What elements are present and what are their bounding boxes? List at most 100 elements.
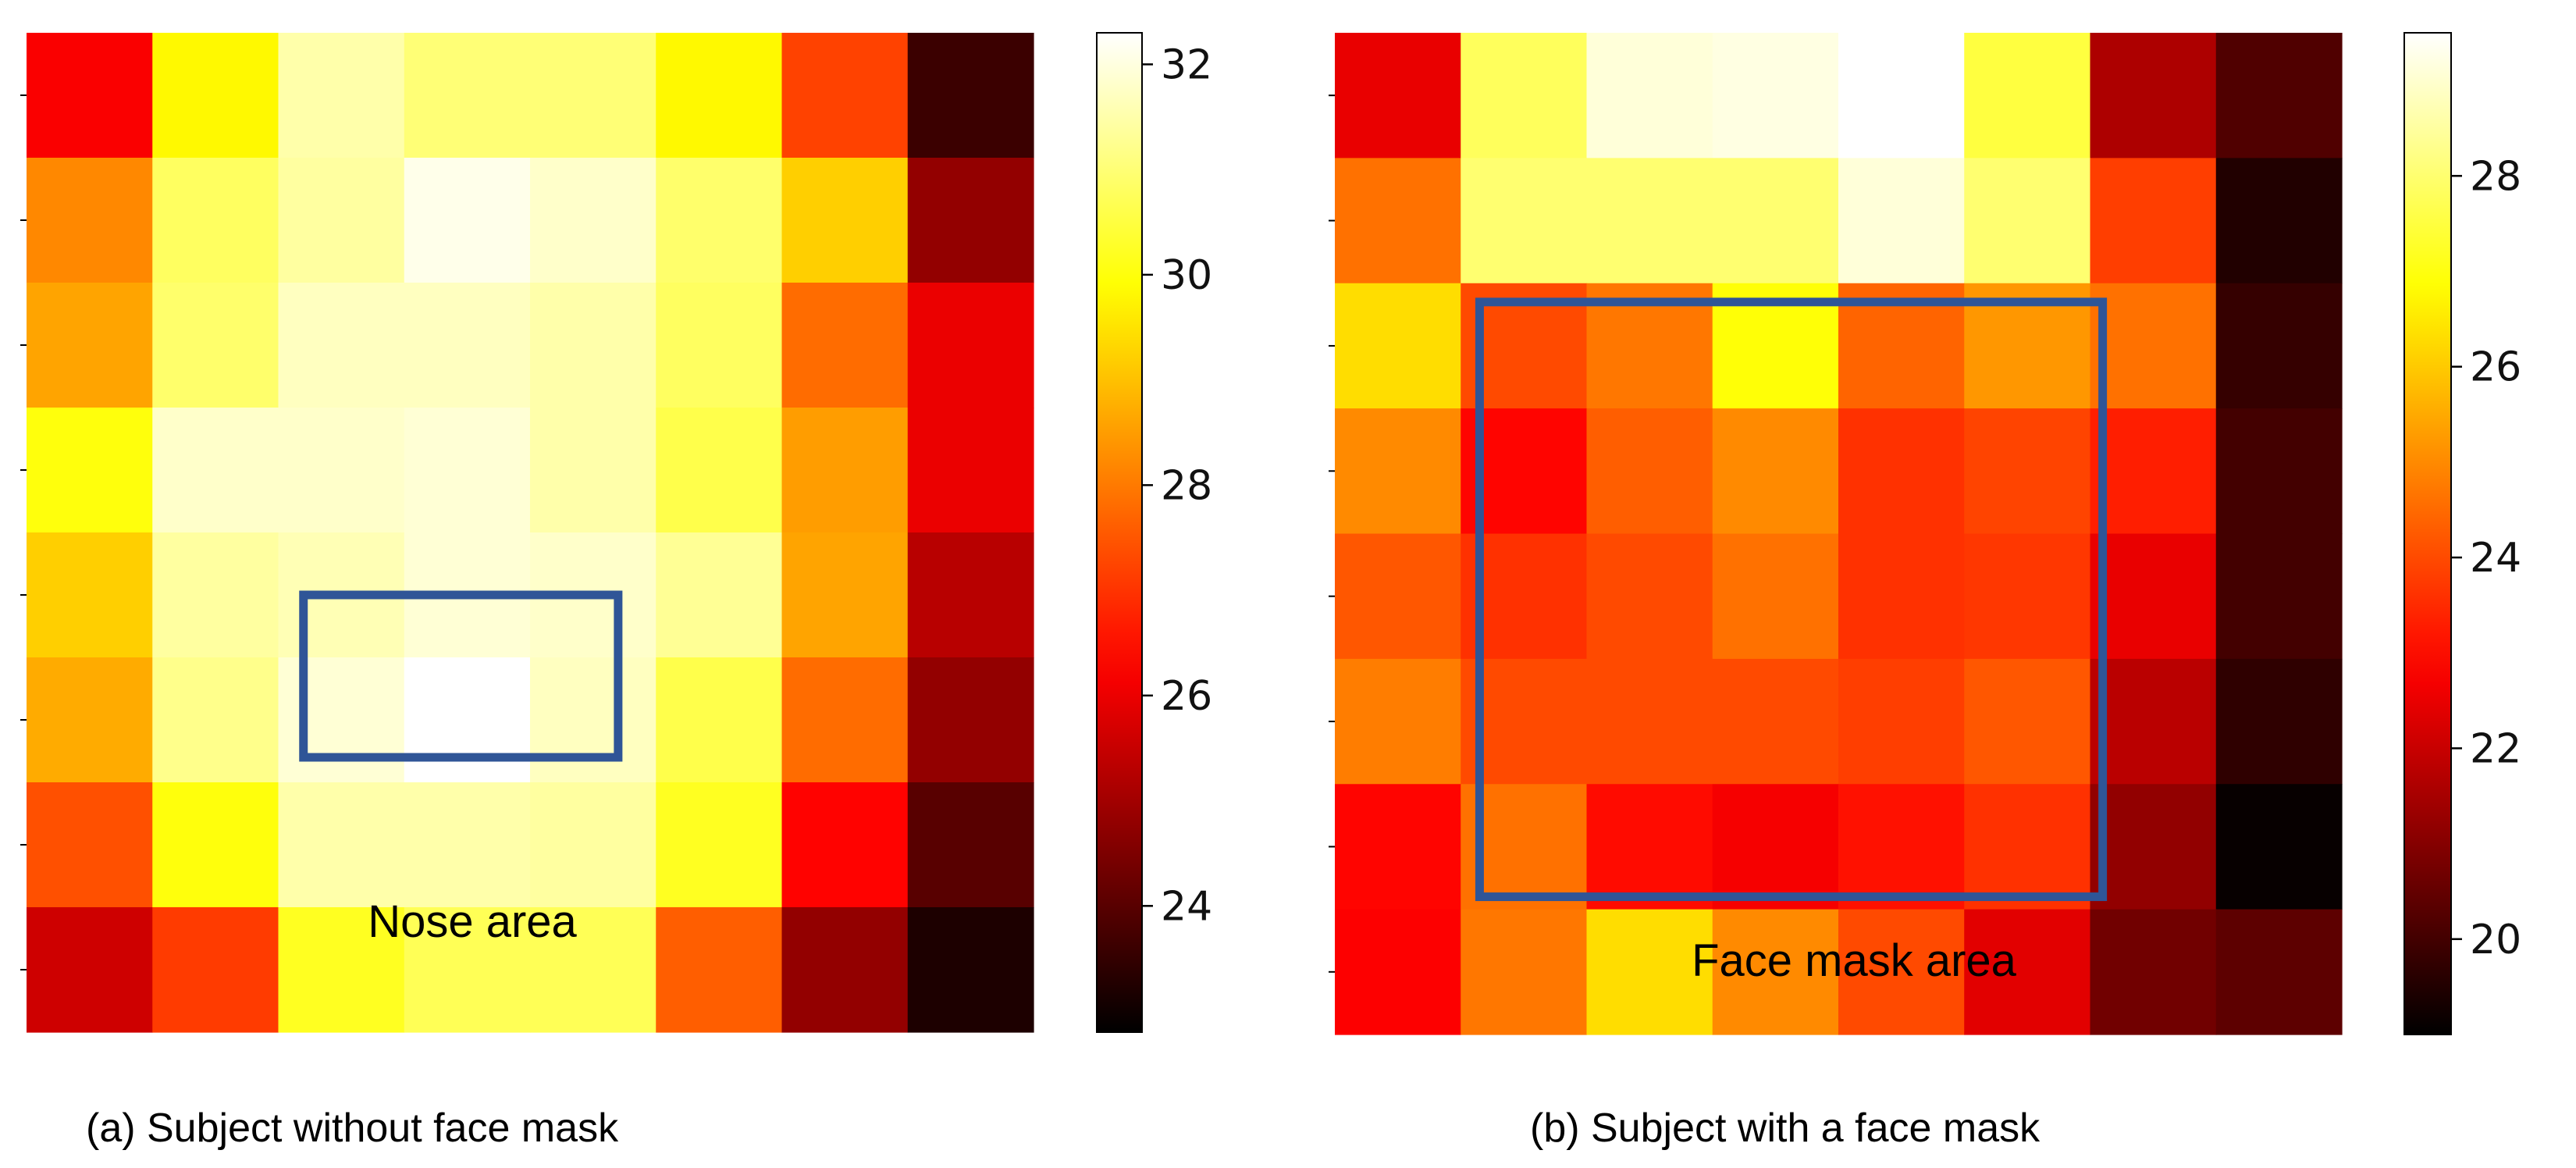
heatmap-cell-r0-c5 bbox=[656, 33, 783, 158]
heatmap-cell-r0-c3 bbox=[404, 33, 531, 158]
heatmap-cell-r7-c3 bbox=[404, 907, 531, 1033]
heatmap-cell-r0-c2 bbox=[278, 33, 405, 158]
heatmap-cell-r5-c4 bbox=[530, 657, 656, 783]
heatmap-chart-b: Face mask area 20 22 24 26 28 bbox=[1329, 32, 2521, 1035]
heatmap-cell-r0-c4 bbox=[530, 33, 656, 158]
heatmap-cell-r0-c0 bbox=[1335, 33, 1461, 158]
heatmap-cell-r3-c7 bbox=[907, 408, 1034, 533]
heatmap-cell-r0-c3 bbox=[1712, 33, 1839, 158]
heatmap-cell-r4-c7 bbox=[2215, 533, 2343, 660]
colorbar bbox=[1096, 32, 1143, 1033]
heatmap-cell-r6-c1 bbox=[152, 782, 279, 908]
heatmap-cell-r1-c4 bbox=[1838, 158, 1965, 284]
heatmap-cell-r6-c5 bbox=[1964, 784, 2091, 910]
heatmap-cell-r7-c4 bbox=[530, 907, 656, 1033]
heatmap-cell-r2-c4 bbox=[530, 283, 656, 408]
heatmap-cell-r3-c1 bbox=[152, 408, 279, 533]
heatmap-cell-r0-c7 bbox=[907, 33, 1034, 158]
heatmap-cell-r4-c0 bbox=[27, 532, 153, 658]
heatmap-cell-r6-c0 bbox=[27, 782, 153, 908]
highlight-label: Face mask area bbox=[1692, 935, 2017, 986]
highlight-label: Nose area bbox=[368, 896, 577, 947]
heatmap-cell-r6-c3 bbox=[404, 782, 531, 908]
heatmap-cell-r2-c2 bbox=[278, 283, 405, 408]
heatmap-cell-r5-c7 bbox=[2215, 658, 2343, 785]
heatmap-cell-r7-c4 bbox=[1838, 909, 1965, 1035]
heatmap-cell-r5-c0 bbox=[1335, 658, 1461, 785]
heatmap-cell-r0-c4 bbox=[1838, 33, 1965, 158]
heatmap-cell-r0-c1 bbox=[152, 33, 279, 158]
heatmap-cell-r4-c6 bbox=[781, 532, 909, 658]
heatmap-cell-r4-c7 bbox=[907, 532, 1034, 658]
colorbar bbox=[2403, 32, 2452, 1035]
heatmap-cell-r6-c3 bbox=[1712, 784, 1839, 910]
heatmap-cell-r3-c3 bbox=[404, 408, 531, 533]
heatmap-cell-r5-c2 bbox=[278, 657, 405, 783]
heatmap-cell-r3-c3 bbox=[1712, 408, 1839, 535]
heatmap-cell-r2-c0 bbox=[1335, 283, 1461, 409]
heatmap-cell-r2-c6 bbox=[781, 283, 909, 408]
colorbar-tick-label: 22 bbox=[2470, 725, 2521, 772]
colorbar-tick-label: 24 bbox=[1161, 883, 1212, 930]
colorbar-tick-label: 28 bbox=[2470, 153, 2521, 200]
heatmap-cell-r7-c3 bbox=[1712, 909, 1839, 1035]
heatmap-cell-r1-c7 bbox=[907, 158, 1034, 283]
heatmap-cell-r5-c5 bbox=[656, 657, 783, 783]
heatmap-cell-r7-c5 bbox=[656, 907, 783, 1033]
heatmap-cell-r7-c2 bbox=[278, 907, 405, 1033]
heatmap-cell-r1-c4 bbox=[530, 158, 656, 283]
heatmap-cell-r3-c5 bbox=[1964, 408, 2091, 535]
heatmap-cell-r5-c3 bbox=[404, 657, 531, 783]
heatmap-cell-r5-c6 bbox=[2090, 658, 2217, 785]
heatmap-cell-r7-c0 bbox=[27, 907, 153, 1033]
heatmap-cell-r5-c6 bbox=[781, 657, 909, 783]
heatmap-cell-r1-c2 bbox=[1586, 158, 1713, 284]
heatmap-cell-r5-c5 bbox=[1964, 658, 2091, 785]
heatmap-cell-r1-c0 bbox=[27, 158, 153, 283]
heatmap-cell-r6-c2 bbox=[1586, 784, 1713, 910]
highlight-box bbox=[1475, 297, 2108, 902]
heatmap-cell-r1-c1 bbox=[152, 158, 279, 283]
heatmap-cell-r4-c5 bbox=[656, 532, 783, 658]
heatmap-cell-r3-c7 bbox=[2215, 408, 2343, 535]
heatmap-cell-r1-c3 bbox=[1712, 158, 1839, 284]
heatmap-cell-r5-c4 bbox=[1838, 658, 1965, 785]
heatmap-cell-r7-c6 bbox=[2090, 909, 2217, 1035]
colorbar-tick-label: 24 bbox=[2470, 535, 2521, 582]
heatmap-cell-r0-c2 bbox=[1586, 33, 1713, 158]
colorbar-tick-label: 20 bbox=[2470, 917, 2521, 963]
caption-b: (b) Subject with a face mask bbox=[1530, 1106, 2041, 1151]
heatmap-cell-r7-c7 bbox=[2215, 909, 2343, 1035]
highlight-box bbox=[299, 590, 623, 762]
heatmap-cell-r0-c0 bbox=[27, 33, 153, 158]
heatmap-cell-r4-c5 bbox=[1964, 533, 2091, 660]
caption-a: (a) Subject without face mask bbox=[86, 1106, 619, 1151]
heatmap-cell-r3-c0 bbox=[1335, 408, 1461, 535]
heatmap-cell-r3-c4 bbox=[530, 408, 656, 533]
colorbar-tick-label: 28 bbox=[1161, 462, 1212, 509]
heatmap-chart-a: Nose area 24 26 28 30 32 bbox=[20, 32, 1212, 1033]
heatmap-cell-r7-c2 bbox=[1586, 909, 1713, 1035]
heatmap-cell-r1-c5 bbox=[656, 158, 783, 283]
heatmap-panel-b: Face mask area 20 22 24 26 28 (b) Subject wit… bbox=[1319, 0, 2576, 1168]
heatmap-cell-r2-c7 bbox=[2215, 283, 2343, 409]
heatmap-cell-r1-c6 bbox=[781, 158, 909, 283]
heatmap-cell-r6-c7 bbox=[2215, 784, 2343, 910]
heatmap-cell-r0-c1 bbox=[1461, 33, 1588, 158]
heatmap-cell-r4-c6 bbox=[2090, 533, 2217, 660]
heatmap-cell-r6-c7 bbox=[907, 782, 1034, 908]
heatmap-cell-r0-c6 bbox=[2090, 33, 2217, 158]
heatmap-cell-r2-c0 bbox=[27, 283, 153, 408]
heatmap-cell-r4-c2 bbox=[1586, 533, 1713, 660]
heatmap-cell-r5-c1 bbox=[152, 657, 279, 783]
colorbar-tick-label: 32 bbox=[1161, 41, 1212, 88]
heatmap-cell-r2-c6 bbox=[2090, 283, 2217, 409]
heatmap-panel-a: Nose area 24 26 28 30 32 (a) Subject without … bbox=[0, 0, 1280, 1168]
heatmap-cell-r4-c0 bbox=[1335, 533, 1461, 660]
heatmap-cell-r1-c3 bbox=[404, 158, 531, 283]
heatmap-cell-r3-c2 bbox=[278, 408, 405, 533]
heatmap-cell-r7-c1 bbox=[1461, 909, 1588, 1035]
heatmap-cell-r5-c3 bbox=[1712, 658, 1839, 785]
heatmap-cell-r4-c3 bbox=[1712, 533, 1839, 660]
heatmap-cell-r1-c5 bbox=[1964, 158, 2091, 284]
